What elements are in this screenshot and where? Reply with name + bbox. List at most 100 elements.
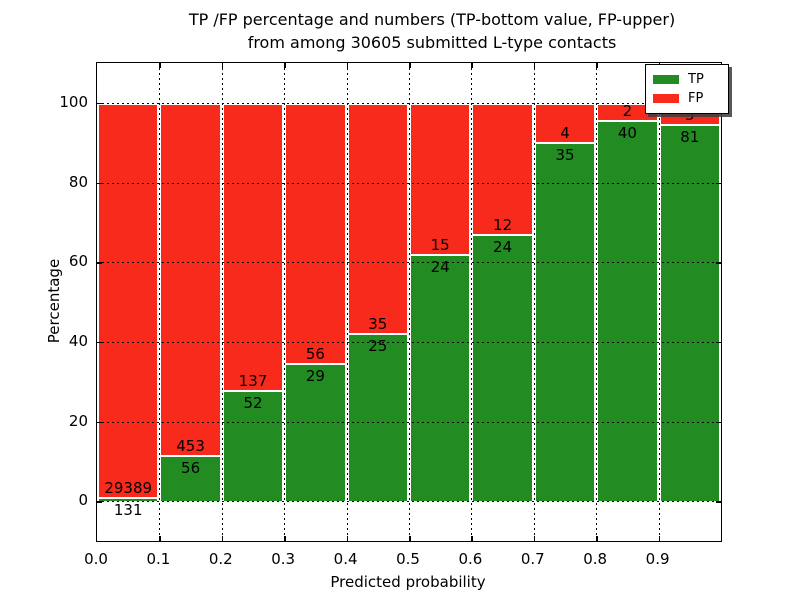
x-tick-label-0.7: 0.7: [520, 550, 545, 568]
tp-color-swatch: [653, 75, 679, 84]
tp-count-label-6: 24: [493, 237, 513, 256]
xtick-top-5: [409, 63, 411, 68]
xtick-bottom-6: [471, 536, 473, 541]
fp-count-label-2: 137: [238, 371, 268, 390]
ytick-right-80: [716, 182, 721, 184]
bar-segment-fp-2: [221, 102, 285, 392]
x-tick-label-0.6: 0.6: [458, 550, 483, 568]
x-tick-label-0.3: 0.3: [271, 550, 296, 568]
x-tick-label-0.4: 0.4: [333, 550, 358, 568]
xtick-bottom-5: [409, 536, 411, 541]
fp-count-label-4: 35: [368, 315, 388, 334]
xtick-top-3: [284, 63, 286, 68]
y-axis-label: Percentage: [45, 258, 63, 344]
gridline-y-100: [97, 102, 721, 104]
x-tick-label-0.5: 0.5: [396, 550, 420, 568]
gridline-x-0.3: [284, 63, 286, 541]
tp-count-label-9: 81: [680, 127, 700, 146]
chart-title-line2: from among 30605 submitted L-type contac…: [247, 33, 617, 52]
gridline-y-60: [97, 262, 721, 264]
bar-segment-tp-7: [533, 143, 597, 502]
bar-segment-tp-5: [409, 256, 472, 502]
gridline-x-0.5: [409, 63, 410, 541]
gridline-y-20: [97, 421, 721, 423]
ytick-left-80: [97, 182, 102, 184]
xtick-bottom-9: [658, 536, 661, 541]
bar-segment-tp-2: [221, 391, 285, 502]
grid-layer: [97, 63, 721, 541]
tp-count-label-0: 131: [113, 501, 143, 520]
bar-segment-fp-5: [409, 102, 472, 257]
xtick-top-2: [221, 63, 224, 68]
y-tick-label-40: 40: [68, 331, 88, 350]
gridline-x-0.6: [471, 63, 473, 541]
xtick-top-1: [159, 63, 161, 68]
gridline-x-0.9: [658, 63, 660, 541]
legend-label-tp: TP: [688, 72, 704, 87]
xtick-bottom-2: [221, 536, 224, 541]
xtick-bottom-4: [346, 536, 349, 541]
bar-segment-tp-9: [658, 125, 721, 502]
bar-segment-tp-8: [596, 121, 659, 502]
y-tick-label-100: 100: [59, 92, 88, 111]
bar-segment-fp-1: [159, 102, 222, 458]
xtick-top-4: [346, 63, 349, 68]
bar-segment-tp-4: [346, 335, 409, 502]
x-axis-label: Predicted probability: [330, 573, 486, 591]
gridline-x-0.8: [596, 63, 598, 541]
legend-item-fp: FP: [653, 89, 721, 108]
bar-segment-fp-3: [284, 102, 347, 366]
xtick-bottom-3: [284, 536, 286, 541]
tp-count-label-8: 40: [617, 123, 637, 142]
x-tick-label-0.8: 0.8: [583, 550, 608, 568]
gridline-x-0.2: [221, 63, 223, 541]
ytick-right-20: [716, 421, 721, 423]
xtick-top-7: [533, 63, 536, 68]
chart-title-line1: TP /FP percentage and numbers (TP-bottom…: [188, 10, 676, 29]
gridline-y-80: [97, 182, 721, 184]
y-tick-label-20: 20: [68, 411, 88, 430]
xtick-top-8: [596, 63, 598, 68]
legend-label-fp: FP: [688, 91, 704, 106]
gridline-x-0.1: [159, 63, 161, 541]
x-tick-label-0.0: 0.0: [84, 550, 108, 568]
bar-segment-fp-0: [97, 102, 160, 500]
legend: TP FP: [645, 64, 729, 114]
bar-segment-tp-6: [471, 235, 534, 502]
tp-count-label-7: 35: [555, 145, 575, 164]
ytick-right-40: [716, 341, 721, 344]
ticks-layer: [97, 63, 721, 541]
ytick-right-60: [716, 262, 721, 264]
bar-segment-tp-3: [284, 365, 347, 502]
bar-segment-fp-4: [346, 102, 409, 336]
ytick-left-0: [97, 501, 102, 503]
ytick-right-0: [716, 501, 721, 503]
gridline-x-0.7: [533, 63, 535, 541]
fp-count-label-3: 56: [305, 345, 325, 364]
ytick-left-60: [97, 262, 102, 264]
x-tick-label-0.2: 0.2: [208, 550, 233, 568]
fp-count-label-5: 15: [430, 236, 450, 255]
y-tick-label-0: 0: [78, 491, 88, 510]
legend-item-tp: TP: [653, 70, 721, 89]
gridline-y-0: [97, 501, 721, 503]
tp-count-label-1: 56: [181, 459, 201, 478]
xtick-bottom-1: [159, 536, 161, 541]
fp-count-label-8: 2: [622, 101, 633, 120]
ytick-left-20: [97, 421, 102, 423]
tp-count-label-2: 52: [243, 393, 263, 412]
ytick-left-100: [97, 102, 102, 105]
bar-segment-tp-0: [97, 499, 160, 502]
tp-count-label-4: 25: [368, 337, 388, 356]
fp-count-label-1: 453: [176, 437, 205, 456]
fp-count-label-9: 5: [685, 105, 695, 124]
gridline-x-0.4: [346, 63, 348, 541]
gridline-y-40: [97, 341, 721, 343]
ytick-left-40: [97, 341, 102, 344]
fp-count-label-6: 12: [493, 215, 513, 234]
plot-area: 29389 131 453 56 137 52 56 29 35 25 15 24 12 24 4 35 2 40…: [96, 62, 722, 542]
xtick-top-6: [471, 63, 473, 68]
tp-count-label-3: 29: [305, 367, 325, 386]
bar-labels-layer: 29389 131 453 56 137 52 56 29 35 25 15 24 12 24 4 35 2 40…: [97, 63, 721, 541]
